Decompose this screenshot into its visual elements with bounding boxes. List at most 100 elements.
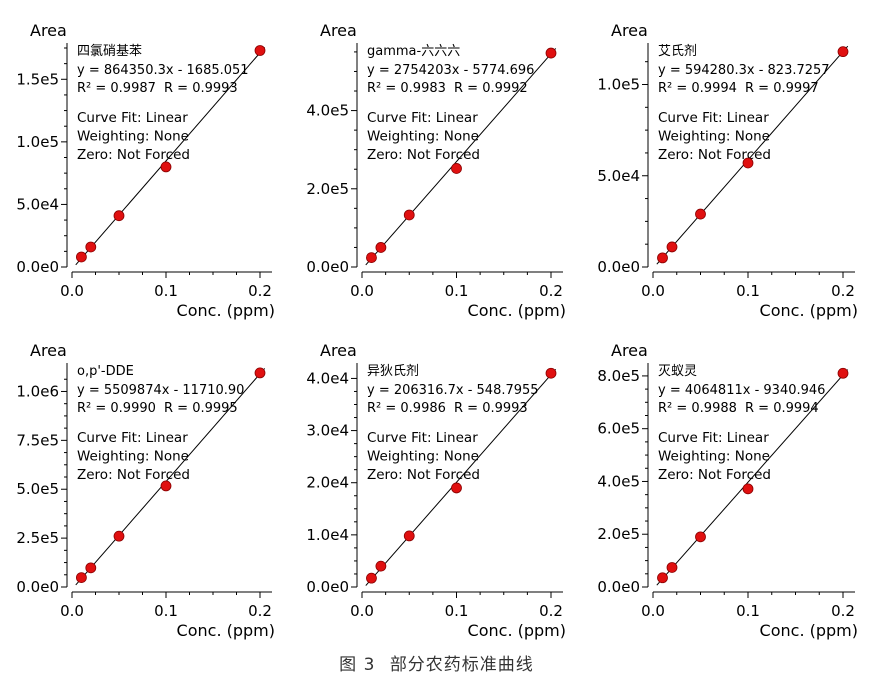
y-tick-label: 8.0e5 — [597, 367, 640, 385]
y-tick-label: 1.0e5 — [16, 133, 59, 151]
data-point — [403, 530, 415, 542]
x-tick-label: 0.2 — [831, 282, 855, 300]
fit-note-1: Curve Fit: Linear — [77, 110, 188, 126]
r-squared-value: R² = 0.9983 — [367, 81, 446, 96]
y-axis-label: Area — [320, 21, 357, 40]
data-point — [403, 209, 415, 221]
regression-line — [656, 45, 849, 265]
y-tick-label: 5.0e4 — [597, 167, 640, 185]
regression-line — [656, 369, 849, 586]
x-tick-label: 0.2 — [831, 602, 855, 620]
r-squared-value: R² = 0.9990 — [77, 401, 156, 416]
x-tick-label: 0.0 — [641, 282, 665, 300]
compound-name: gamma-六六六 — [367, 44, 460, 59]
y-tick-label: 2.0e5 — [306, 180, 349, 198]
figure-caption: 图 3 部分农药标准曲线 — [0, 650, 873, 675]
data-point — [366, 252, 377, 264]
y-tick-label: 5.0e5 — [16, 480, 59, 498]
y-tick-label: 4.0e5 — [306, 102, 349, 120]
data-point — [545, 47, 557, 59]
y-tick-label: 0.0e0 — [597, 578, 640, 596]
regression-equation: y = 864350.3x - 1685.051 — [77, 63, 249, 78]
x-tick-label: 0.2 — [248, 282, 272, 300]
x-tick-label: 0.1 — [445, 602, 469, 620]
fit-note-1: Curve Fit: Linear — [658, 430, 769, 446]
r-value: R = 0.9994 — [745, 401, 819, 416]
y-tick-label: 5.0e4 — [16, 195, 59, 213]
data-point — [254, 45, 266, 56]
y-tick-label: 0.0e0 — [16, 258, 59, 276]
y-tick-label: 2.0e5 — [597, 525, 640, 543]
data-point — [375, 560, 387, 572]
regression-line — [365, 368, 557, 586]
data-point — [666, 241, 678, 253]
x-tick-label: 0.0 — [350, 282, 374, 300]
y-axis-label: Area — [320, 341, 357, 360]
regression-equation: y = 2754203x - 5774.696 — [367, 63, 534, 78]
x-tick-label: 0.0 — [60, 282, 84, 300]
data-point — [695, 531, 706, 543]
chart-panel-4: Area 0.0e0 2.5e5 5.0e5 7.5e5 1.0e6 0.0 0.1 0.2Co… — [16, 341, 275, 640]
fit-note-3: Zero: Not Forced — [77, 147, 190, 163]
x-tick-label: 0.1 — [736, 282, 760, 300]
regression-equation: y = 5509874x - 11710.90 — [77, 383, 244, 398]
data-point — [85, 241, 97, 253]
r-value: R = 0.9993 — [454, 401, 528, 416]
r-squared-value: R² = 0.9994 — [658, 81, 737, 96]
y-tick-label: 1.5e5 — [16, 70, 59, 88]
data-point — [451, 482, 462, 494]
data-point — [742, 483, 754, 495]
fit-note-3: Zero: Not Forced — [367, 147, 480, 163]
compound-name: 异狄氏剂 — [367, 364, 419, 379]
data-point — [113, 530, 125, 542]
regression-line — [365, 48, 557, 266]
r-value: R = 0.9997 — [745, 81, 819, 96]
data-point — [366, 572, 377, 584]
x-axis-label: Conc. (ppm) — [468, 301, 566, 320]
data-point — [451, 163, 462, 174]
x-tick-label: 0.2 — [539, 282, 563, 300]
y-tick-label: 1.0e4 — [306, 526, 349, 544]
r-value: R = 0.9993 — [164, 81, 238, 96]
compound-name: 艾氏剂 — [658, 44, 697, 59]
y-tick-label: 4.0e5 — [597, 472, 640, 490]
figure-caption-label: 图 3 — [339, 655, 376, 675]
regression-equation: y = 206316.7x - 548.7955 — [367, 383, 539, 398]
compound-name: 四氯硝基苯 — [77, 44, 142, 59]
y-tick-label: 2.5e5 — [16, 529, 59, 547]
fit-note-1: Curve Fit: Linear — [77, 430, 188, 446]
y-tick-label: 0.0e0 — [306, 258, 349, 276]
x-tick-label: 0.1 — [445, 282, 469, 300]
data-point — [76, 572, 87, 584]
data-point — [837, 367, 849, 379]
data-point — [657, 572, 668, 584]
data-point — [545, 367, 557, 379]
regression-line — [75, 47, 266, 266]
fit-note-3: Zero: Not Forced — [367, 467, 480, 483]
fit-note-2: Weighting: None — [367, 129, 479, 145]
y-tick-label: 0.0e0 — [16, 578, 59, 596]
chart-panel-5: Area 0.0e0 1.0e4 2.0e4 3.0e4 4.0e4 0.0 0.1 0.2Co… — [306, 341, 566, 640]
x-tick-label: 0.1 — [736, 602, 760, 620]
fit-note-1: Curve Fit: Linear — [367, 430, 478, 446]
fit-note-2: Weighting: None — [367, 449, 479, 465]
data-point — [160, 161, 172, 173]
x-tick-label: 0.0 — [350, 602, 374, 620]
fit-note-2: Weighting: None — [77, 449, 189, 465]
y-tick-label: 6.0e5 — [597, 420, 640, 438]
y-tick-label: 7.5e5 — [16, 431, 59, 449]
r-squared-value: R² = 0.9987 — [77, 81, 156, 96]
data-point — [742, 157, 754, 169]
regression-equation: y = 4064811x - 9340.946 — [658, 383, 825, 398]
r-squared-value: R² = 0.9988 — [658, 401, 737, 416]
data-point — [837, 46, 849, 58]
data-point — [254, 367, 266, 379]
x-tick-label: 0.0 — [641, 602, 665, 620]
fit-note-2: Weighting: None — [77, 129, 189, 145]
fit-note-3: Zero: Not Forced — [658, 147, 771, 163]
x-axis-label: Conc. (ppm) — [177, 301, 275, 320]
regression-line — [75, 368, 266, 586]
